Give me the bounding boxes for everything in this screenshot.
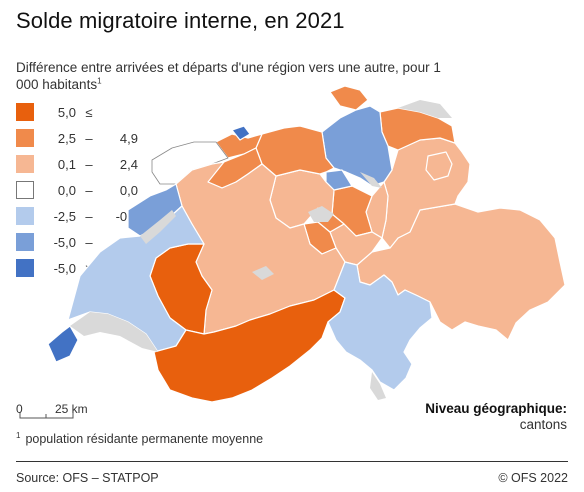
legend-op: –: [85, 208, 93, 224]
legend-swatch: [16, 259, 34, 277]
region-appenzell: [425, 151, 453, 181]
legend-to: 2,4: [119, 156, 138, 172]
legend-to: 0,0: [119, 182, 138, 198]
scale-zero-label: 0: [16, 402, 23, 416]
lake-thun: [252, 266, 274, 280]
footnote: 1 population résidante permanente moyenne: [16, 431, 263, 446]
region-zug: [325, 169, 353, 191]
legend-op: –: [85, 182, 93, 198]
copyright-text: © OFS 2022: [498, 471, 568, 485]
legend-op: –: [85, 130, 93, 146]
region-schaffhausen: [329, 85, 369, 111]
region-basel-stadt: [231, 125, 251, 141]
legend-op: ≤: [85, 104, 93, 120]
legend-item: 0,0–0,0: [16, 179, 138, 201]
legend-swatch: [16, 129, 34, 147]
region-zuerich: [321, 105, 393, 187]
scale-distance-label: 25 km: [55, 402, 88, 416]
scale-bar: [19, 412, 74, 419]
legend-item: 0,1– 2,4: [16, 153, 138, 175]
geographic-level: Niveau géographique: cantons: [425, 401, 567, 433]
region-ticino: [327, 261, 433, 391]
legend-swatch: [16, 233, 34, 251]
map-title: Solde migratoire interne, en 2021: [16, 8, 345, 33]
subtitle-text: Différence entre arrivées et départs d'u…: [16, 60, 441, 92]
footer-divider: [16, 461, 568, 462]
lake-zurich: [360, 172, 382, 188]
level-label: Niveau géographique:: [425, 401, 567, 416]
legend-from: -5,0: [53, 234, 76, 250]
legend-from: 2,5: [57, 130, 76, 146]
lake-maggiore: [370, 372, 386, 400]
legend-from: -2,5: [53, 208, 76, 224]
footnote-text: population résidante permanente moyenne: [25, 432, 264, 447]
legend-swatch: [16, 103, 34, 121]
legend-from: -5,0: [53, 260, 76, 276]
source-text: Source: OFS – STATPOP: [16, 471, 159, 485]
legend-item: 5,0 ≤: [16, 101, 138, 123]
legend-item: 2,5– 4,9: [16, 127, 138, 149]
region-basel-land: [215, 133, 263, 159]
lake-leman: [70, 312, 158, 352]
legend-swatch: [16, 181, 34, 199]
region-geneve: [47, 325, 79, 363]
lake-lucerne: [308, 206, 334, 222]
lake-neuchatel: [140, 210, 176, 244]
legend-swatch: [16, 207, 34, 225]
legend-op: –: [85, 156, 93, 172]
legend-from: 5,0: [57, 104, 76, 120]
level-value: cantons: [519, 417, 567, 432]
lake-constance: [398, 100, 452, 118]
footnote-marker: 1: [16, 431, 21, 440]
legend-op: –: [85, 234, 93, 250]
legend-swatch: [16, 155, 34, 173]
subtitle-note-marker: 1: [97, 76, 102, 86]
legend-from: 0,1: [57, 156, 76, 172]
map-subtitle: Différence entre arrivées et départs d'u…: [16, 59, 456, 93]
legend-from: 0,0: [57, 182, 76, 198]
legend-to: 4,9: [119, 130, 138, 146]
